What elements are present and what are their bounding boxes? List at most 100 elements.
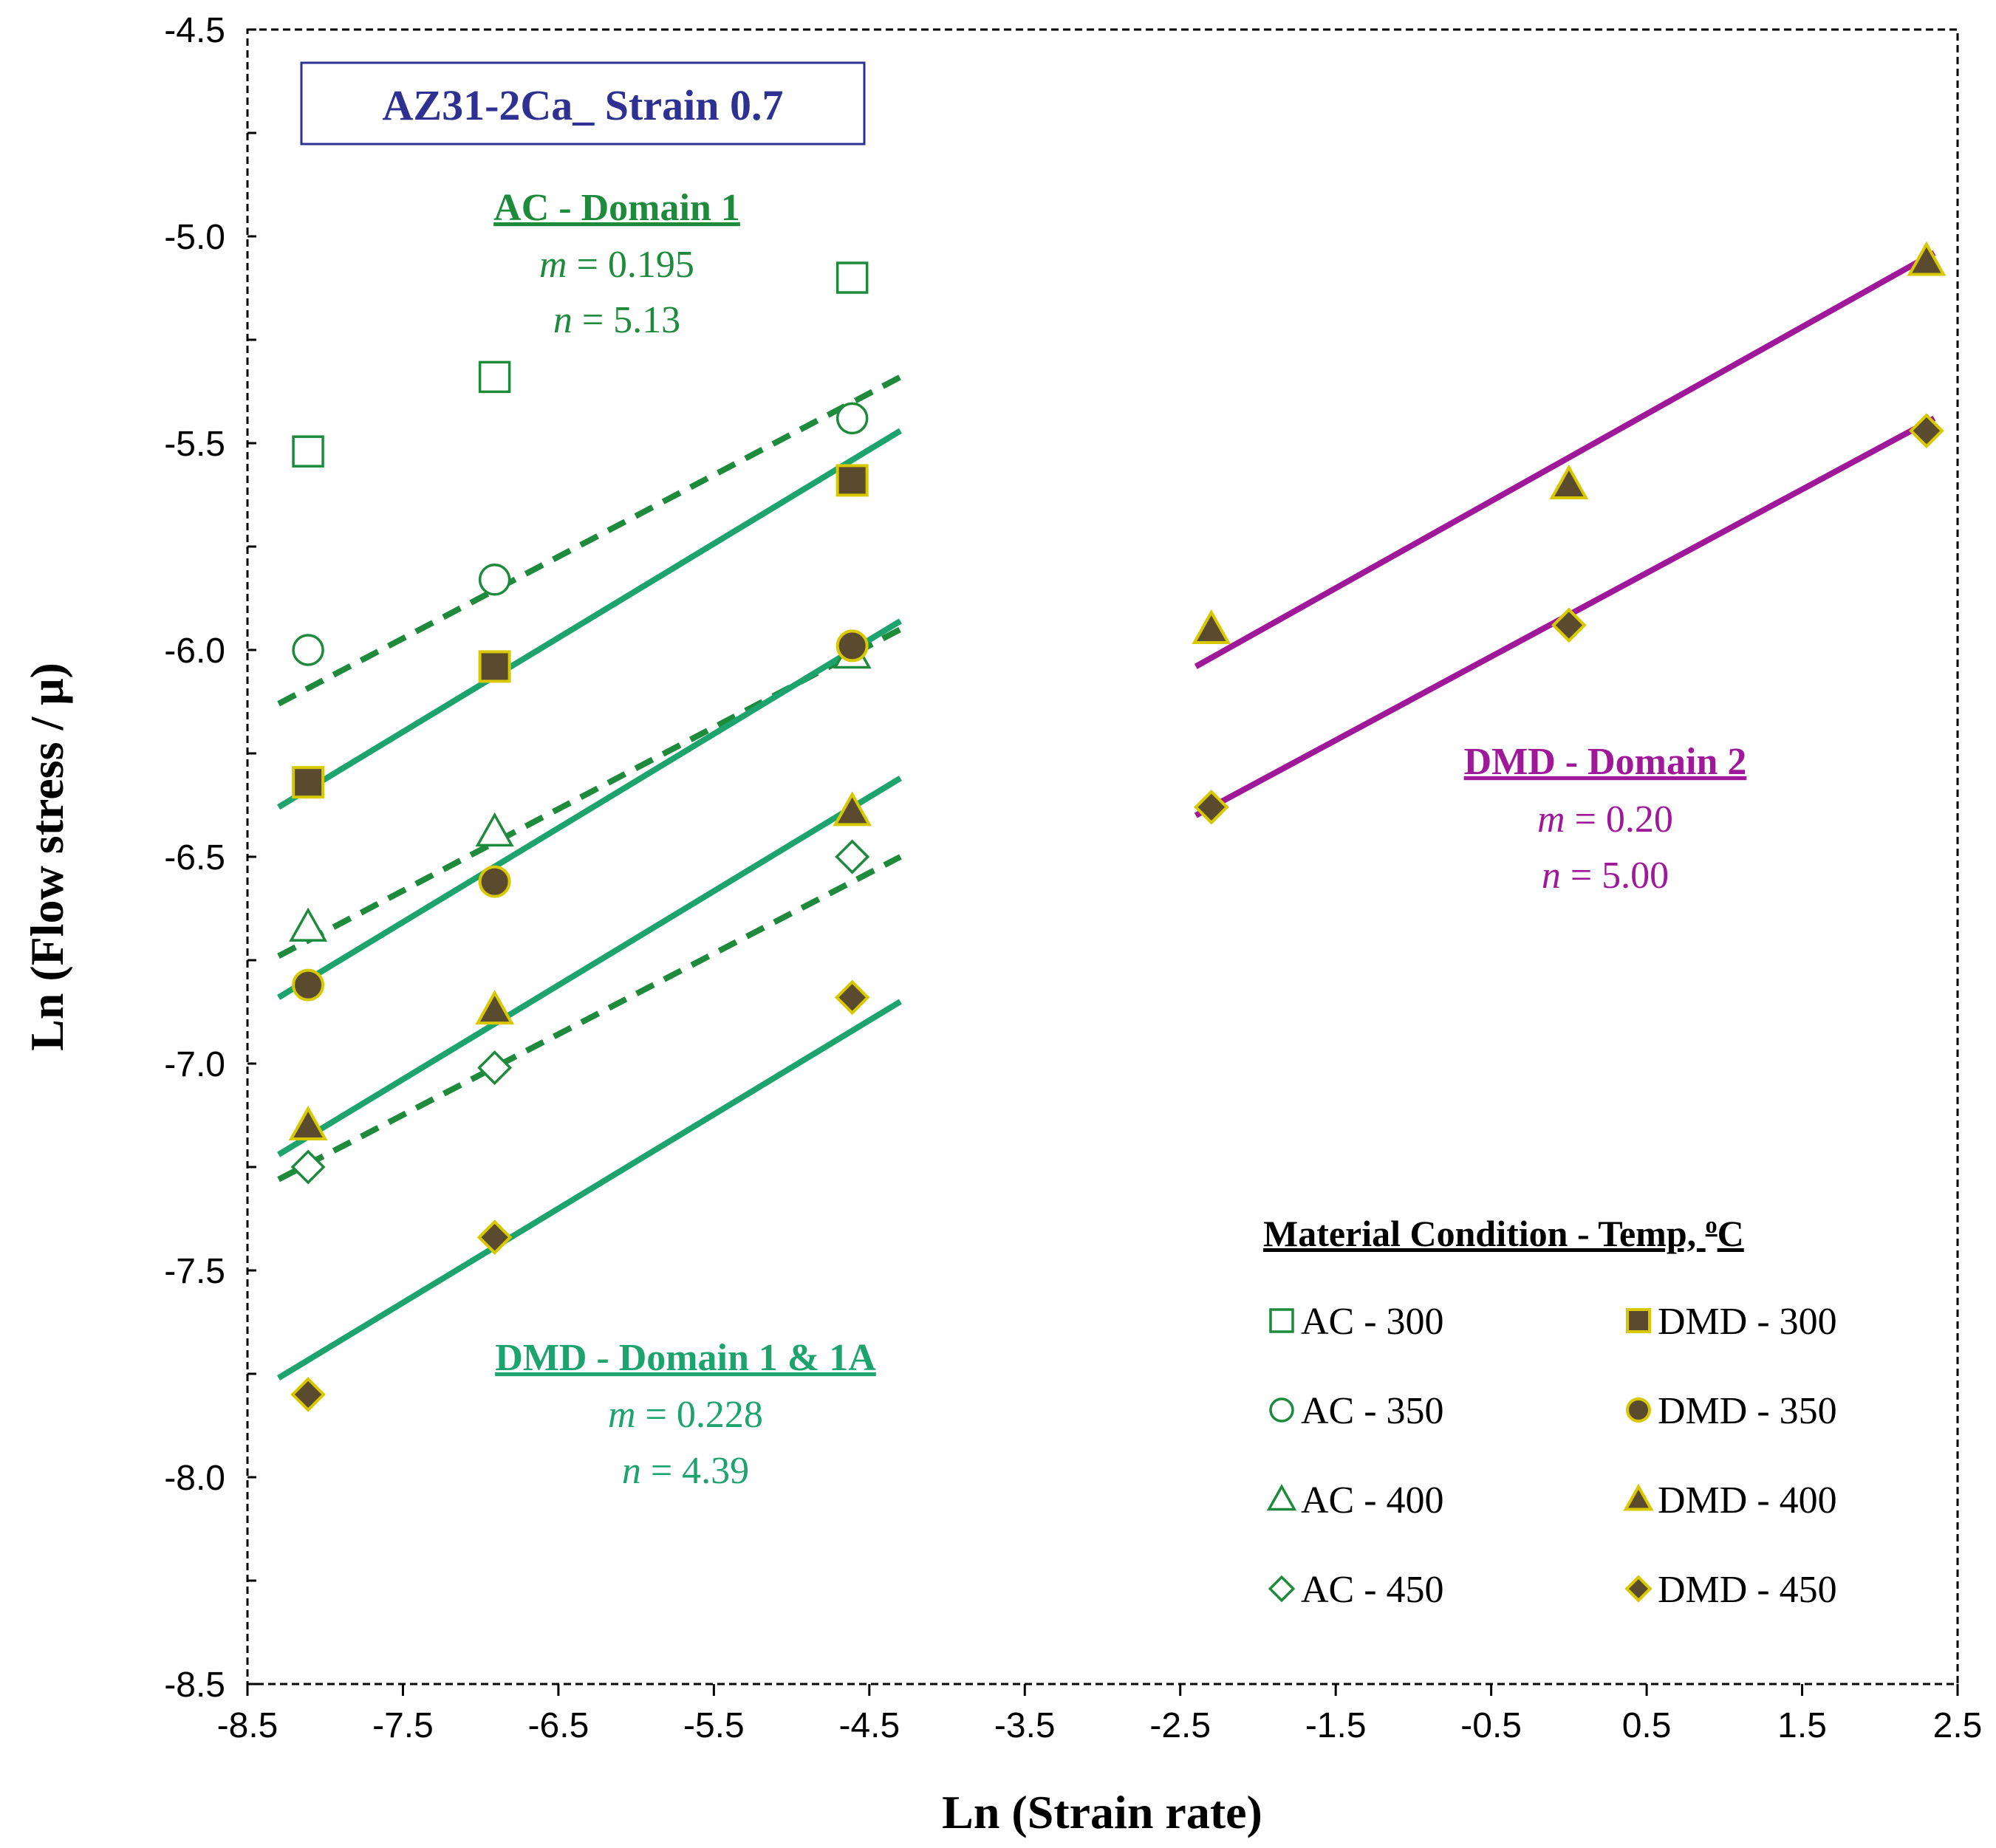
data-point [1909,413,1944,449]
y-tick-label: -6.5 [164,838,225,877]
annotation-title: AC - Domain 1 [493,187,740,229]
legend-label: DMD - 400 [1658,1479,1837,1522]
data-points [288,241,1947,1412]
data-point [1192,609,1231,644]
legend-marker [1269,1308,1294,1333]
data-point [477,1050,513,1086]
legend-marker [1268,1575,1296,1603]
fit-line [277,618,902,1000]
legend-item: DMD - 350 [1626,1390,1837,1432]
legend-label: AC - 450 [1301,1569,1444,1611]
legend-marker [1624,1575,1652,1603]
plot-frame [246,28,1959,1686]
annotation-dmd-domain-2: DMD - Domain 2 m = 0.20 n = 5.00 [1464,741,1747,897]
legend-marker [1269,1397,1294,1423]
x-tick-label: 2.5 [1933,1706,1983,1745]
fit-line [277,428,902,810]
annotation-n: n = 4.39 [622,1450,749,1492]
legend-item: DMD - 300 [1626,1301,1837,1343]
fit-line [277,854,902,1183]
x-tick-label: -8.5 [217,1706,278,1745]
legend-item: AC - 350 [1269,1390,1444,1432]
data-point [835,402,869,435]
fit-line [277,999,902,1381]
legend-item: DMD - 450 [1624,1569,1837,1611]
legend-label: AC - 400 [1301,1479,1444,1522]
fit-line [1194,250,1936,669]
legend-marker [1266,1484,1297,1511]
data-point [1551,607,1587,643]
data-point [476,1219,513,1256]
legend-item: AC - 300 [1269,1301,1444,1343]
data-point [1549,464,1589,499]
y-tick-label: -5.5 [164,425,225,464]
data-point [835,629,869,663]
data-point [475,990,515,1025]
data-point [478,564,511,596]
data-point [1907,241,1947,276]
annotation-dmd-domain-1: DMD - Domain 1 & 1A m = 0.228 n = 4.39 [495,1337,876,1492]
legend-label: DMD - 350 [1658,1390,1837,1432]
x-tick-label: 0.5 [1622,1706,1672,1745]
x-tick-label: -4.5 [838,1706,900,1745]
data-point [835,261,869,294]
x-tick-label: -5.5 [683,1706,745,1745]
legend: Material Condition - Temp, oC AC - 300 DM… [1263,1211,1837,1611]
x-tick-label: -7.5 [372,1706,434,1745]
data-point [475,812,514,847]
annotation-m: m = 0.228 [608,1394,763,1436]
annotation-n: n = 5.00 [1542,855,1669,897]
legend-label: DMD - 450 [1658,1569,1837,1611]
chart-title-box: AZ31-2Ca_ Strain 0.7 [300,61,866,146]
data-point [290,1377,326,1412]
legend-item: AC - 400 [1266,1479,1444,1522]
y-axis-title: Ln (Flow stress / μ) [21,663,73,1051]
legend-item: DMD - 400 [1623,1479,1837,1522]
data-point [292,968,325,1002]
data-point [290,1149,326,1185]
y-tick-label: -7.5 [164,1252,225,1291]
x-tick-label: -0.5 [1460,1706,1522,1745]
legend-label: AC - 300 [1301,1301,1444,1343]
annotation-title: DMD - Domain 1 & 1A [495,1337,876,1379]
legend-label: AC - 350 [1301,1390,1444,1432]
data-point [478,865,511,898]
y-tick-label: -6.0 [164,632,225,671]
data-point [835,464,869,497]
data-point [292,634,324,666]
data-point [835,839,870,875]
data-point [288,1105,328,1140]
data-point [289,907,328,942]
legend-title: Material Condition - Temp, oC [1263,1211,1744,1254]
annotation-m: m = 0.20 [1537,798,1673,841]
data-point [292,766,325,799]
y-tick-label: -7.0 [164,1045,225,1084]
y-tick-label: -4.5 [164,11,225,50]
x-tick-label: 1.5 [1777,1706,1827,1745]
chart-title: AZ31-2Ca_ Strain 0.7 [383,81,784,129]
legend-marker [1623,1483,1654,1511]
x-tick-label: -2.5 [1149,1706,1211,1745]
legend-marker [1626,1397,1651,1423]
data-point [1193,789,1229,825]
legend-marker [1626,1308,1651,1333]
x-tick-label: -6.5 [528,1706,589,1745]
legend-item: AC - 450 [1268,1569,1444,1611]
annotation-n: n = 5.13 [553,299,680,341]
annotation-title: DMD - Domain 2 [1464,741,1747,783]
annotation-ac-domain-1: AC - Domain 1 m = 0.195 n = 5.13 [493,187,740,341]
y-tick-label: -5.0 [164,218,225,257]
fit-line [277,374,902,707]
data-point [834,979,870,1016]
axes: -8.5 -7.5 -6.5 -5.5 -4.5 -3.5 -2.5 -1.5 -0.5 0.5 1… [164,11,1982,1745]
fit-lines [277,250,1936,1381]
fit-line [277,626,902,959]
annotation-m: m = 0.195 [539,244,694,286]
x-axis-title: Ln (Strain rate) [942,1786,1262,1838]
data-point [478,360,511,394]
x-tick-label: -1.5 [1305,1706,1367,1745]
data-point [833,791,872,827]
data-point [478,650,511,683]
x-tick-label: -3.5 [994,1706,1056,1745]
